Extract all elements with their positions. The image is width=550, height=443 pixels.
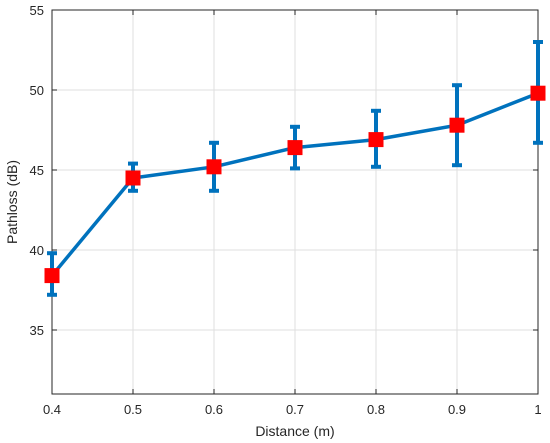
y-tick-label: 50: [30, 83, 44, 98]
x-tick-label: 0.5: [124, 402, 142, 417]
x-tick-label: 0.9: [448, 402, 466, 417]
y-tick-label: 35: [30, 323, 44, 338]
y-axis-label: Pathloss (dB): [4, 160, 20, 244]
y-tick-label: 45: [30, 163, 44, 178]
y-tick-label: 40: [30, 243, 44, 258]
data-point: [287, 140, 303, 156]
data-point: [44, 268, 60, 284]
data-point: [368, 132, 384, 148]
x-tick-label: 0.8: [367, 402, 385, 417]
x-tick-label: 0.4: [43, 402, 61, 417]
data-point: [125, 170, 141, 186]
x-tick-label: 1: [534, 402, 541, 417]
y-tick-label: 55: [30, 3, 44, 18]
x-tick-label: 0.7: [286, 402, 304, 417]
data-point: [449, 117, 465, 133]
x-tick-label: 0.6: [205, 402, 223, 417]
x-axis-label: Distance (m): [255, 423, 334, 439]
data-point: [530, 85, 546, 101]
axis-ticks: 0.4 0.5 0.6 0.7 0.8 0.9 1 35 40 45 50 55: [30, 3, 542, 417]
data-point: [206, 159, 222, 175]
series-markers: [44, 85, 546, 284]
